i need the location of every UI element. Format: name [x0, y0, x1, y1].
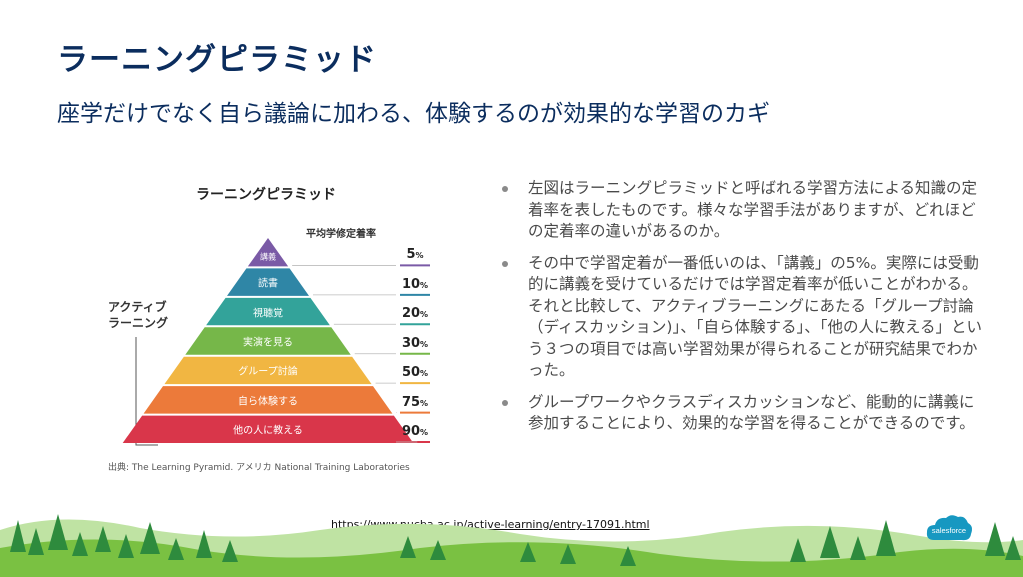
retention-rate: 10% [400, 277, 430, 292]
retention-rate: 30% [400, 336, 430, 351]
bullet-item: 左図はラーニングピラミッドと呼ばれる学習方法による知識の定着率を表したものです。… [500, 178, 982, 243]
figure-caption: 出典: The Learning Pyramid. アメリカ National … [108, 463, 410, 473]
retention-rate-value: 30 [401, 335, 421, 351]
pyramid-layer-label: 講義 [260, 252, 276, 262]
retention-rate-value: 10 [401, 276, 421, 292]
pyramid-layer [143, 386, 393, 414]
hill-front [0, 539, 1023, 577]
retention-rate-unit: % [420, 280, 429, 290]
active-learning-bracket [135, 337, 158, 446]
pyramid-layer [164, 356, 372, 385]
retention-rate: 5% [400, 247, 430, 262]
bullet-list: 左図はラーニングピラミッドと呼ばれる学習方法による知識の定着率を表したものです。… [500, 178, 982, 445]
slide-title: ラーニングピラミッド [57, 42, 377, 78]
salesforce-logo: salesforce [924, 512, 974, 546]
retention-rate-unit: % [420, 369, 429, 379]
retention-rate-value: 75 [401, 394, 421, 410]
retention-rate: 20% [400, 306, 430, 321]
tree-group-left [10, 514, 238, 562]
active-learning-label-line2: ラーニング [108, 316, 169, 330]
pyramid-layer-label: 読書 [258, 278, 278, 290]
retention-rate-value: 90 [401, 424, 421, 439]
pyramid-layer [247, 238, 289, 267]
figure-title: ラーニングピラミッド [196, 187, 336, 203]
pyramid-layer [206, 297, 330, 326]
retention-rate-unit: % [415, 251, 424, 261]
bullet-item: グループワークやクラスディスカッションなど、能動的に講義に参加することにより、効… [500, 392, 982, 435]
pyramid-layer [185, 327, 351, 355]
retention-rate: 90% [400, 424, 430, 439]
retention-rate-unit: % [420, 398, 429, 408]
pyramid-layer-label: グループ討論 [238, 366, 298, 378]
retention-rate-unit: % [420, 428, 429, 437]
retention-rate: 50% [400, 365, 430, 380]
pyramid-layer-label: 実演を見る [243, 337, 293, 349]
logo-text: salesforce [932, 526, 966, 535]
active-learning-label-line1: アクティブ [108, 300, 167, 314]
retention-rate-value: 20 [401, 306, 421, 322]
tree-group-middle [400, 536, 636, 566]
retention-rate-value: 50 [401, 365, 421, 381]
pyramid-layer [122, 415, 414, 443]
retention-rate: 75% [400, 395, 430, 410]
tree-group-right [790, 520, 1021, 562]
active-learning-label: アクティブ ラーニング [108, 299, 168, 331]
rate-header: 平均学修定着率 [306, 229, 376, 240]
pyramid-layer-label: 視聴覚 [253, 308, 283, 320]
learning-pyramid-figure: ラーニングピラミッド 平均学修定着率 講義 5% 読書 10% 視聴覚 20% 実演を見る 3… [100, 180, 450, 480]
cloud-icon: salesforce [926, 515, 972, 541]
bullet-item: その中で学習定着が一番低いのは、「講義」の5%。実際には受動的に講義を受けている… [500, 253, 982, 382]
retention-rate-unit: % [420, 310, 429, 320]
slide-subtitle: 座学だけでなく自ら議論に加わる、体験するのが効果的な学習のカギ [57, 101, 770, 127]
retention-rate-unit: % [420, 339, 429, 349]
forest-landscape [0, 514, 1023, 577]
pyramid-layer-label: 自ら体験する [238, 396, 298, 408]
pyramid-layer-label: 他の人に教える [233, 425, 303, 437]
retention-rate-value: 5 [406, 247, 416, 263]
pyramid-graphic [122, 238, 430, 446]
pyramid-layer [226, 268, 310, 296]
